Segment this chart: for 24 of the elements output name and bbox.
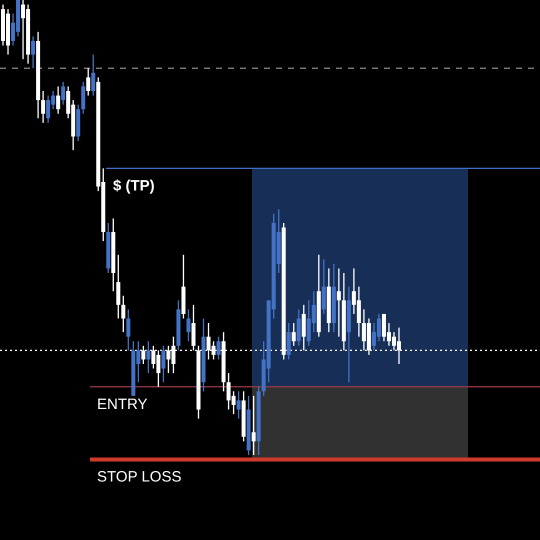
candlestick: [296, 308, 301, 346]
candlestick: [161, 345, 166, 383]
candlestick: [86, 68, 90, 96]
candlestick: [292, 322, 296, 346]
candlestick: [56, 86, 60, 114]
candlestick: [286, 322, 291, 360]
ref-line-label: STOP LOSS: [97, 468, 182, 486]
candlestick: [91, 54, 96, 96]
candlestick: [186, 308, 190, 342]
candlestick: [336, 268, 341, 338]
ref-line-label: $ (TP): [113, 177, 155, 194]
candlestick: [126, 308, 130, 351]
candlestick: [41, 90, 46, 124]
candlestick: [322, 258, 326, 315]
candlestick: [116, 254, 120, 320]
candlestick: [252, 395, 256, 456]
candlestick: [146, 340, 150, 374]
candlestick: [236, 390, 241, 420]
candlestick: [81, 81, 86, 114]
candlestick: [216, 336, 221, 360]
candlestick: [31, 36, 36, 69]
ref-line-label: ENTRY: [97, 396, 148, 413]
candlestick: [121, 295, 126, 333]
candlestick: [61, 81, 66, 106]
